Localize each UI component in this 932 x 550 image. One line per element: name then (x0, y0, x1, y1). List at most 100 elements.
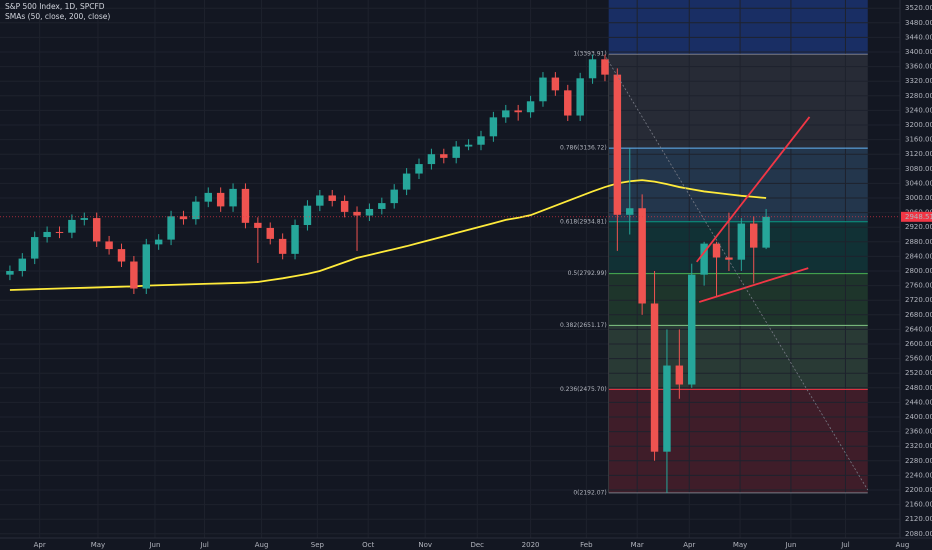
candle-body (43, 231, 51, 238)
candle-body (415, 164, 423, 174)
y-tick-label: 2120.00 (905, 515, 932, 523)
candle-body (650, 303, 659, 452)
fib-label: 0.786(3136.72) (560, 145, 607, 152)
candle-body (216, 192, 225, 207)
y-tick-label: 3080.00 (905, 165, 932, 173)
y-tick-label: 3440.00 (905, 33, 932, 41)
x-tick-label: Dec (470, 541, 484, 549)
candle-body (241, 188, 250, 223)
candle-body (588, 59, 597, 79)
candle-body (502, 110, 510, 118)
trend-line (605, 57, 869, 491)
candle-body (452, 146, 460, 158)
candle-body (18, 258, 27, 272)
candle-body (105, 241, 113, 250)
chart-title: S&P 500 Index, 1D, SPCFD (5, 2, 105, 11)
candle-body (154, 239, 163, 245)
candle-body (638, 208, 646, 304)
candle-body (551, 77, 560, 91)
candle-body (142, 244, 150, 289)
candle-body (30, 237, 39, 259)
y-tick-label: 2600.00 (905, 340, 932, 348)
trend-line (695, 116, 811, 263)
y-tick-label: 3400.00 (905, 48, 932, 56)
candle-body (179, 216, 188, 220)
fib-label: 0.382(2651.17) (560, 322, 607, 329)
x-tick-label: May (91, 541, 105, 549)
axes: 2080.00 2120.00 2160.00 2200.00 2240.00 2280.… (34, 4, 932, 549)
candle-body (564, 90, 572, 116)
candle-body (514, 110, 522, 113)
candle-body (700, 243, 708, 275)
candle-body (663, 365, 671, 452)
y-tick-label: 2640.00 (905, 325, 932, 333)
candle-body (6, 271, 14, 275)
x-tick-label: Aug (896, 541, 910, 549)
y-tick-label: 2080.00 (905, 530, 932, 538)
candle-body (601, 59, 609, 75)
y-tick-label: 3240.00 (905, 106, 932, 114)
y-tick-label: 3360.00 (905, 63, 932, 71)
candle-body (725, 257, 733, 260)
y-tick-label: 2760.00 (905, 282, 932, 290)
x-tick-label: Nov (418, 541, 432, 549)
candle-body (340, 200, 349, 212)
candle-body (688, 274, 696, 385)
candle-body (55, 231, 64, 233)
candle-body (576, 78, 584, 116)
x-tick-label: Mar (631, 541, 644, 549)
candle-body (675, 365, 684, 385)
y-tick-label: 2560.00 (905, 355, 932, 363)
y-tick-label: 3200.00 (905, 121, 932, 129)
candle-body (303, 205, 312, 226)
candle-body (737, 223, 746, 260)
y-tick-label: 3120.00 (905, 150, 932, 158)
candle-body (266, 227, 274, 239)
x-tick-label: Sep (311, 541, 325, 549)
fib-band (608, 389, 868, 493)
candle-body (316, 195, 324, 206)
candle-body (204, 192, 212, 202)
y-tick-label: 2680.00 (905, 311, 932, 319)
candle-body (92, 218, 101, 242)
y-tick-label: 2320.00 (905, 442, 932, 450)
x-tick-label: Jun (784, 541, 796, 549)
candle-body (192, 201, 200, 220)
candle-body (130, 261, 138, 289)
y-tick-label: 3160.00 (905, 136, 932, 144)
price-axis (900, 0, 932, 550)
fib-label: 0.5(2792.99) (568, 270, 607, 277)
x-tick-label: Aug (255, 541, 269, 549)
y-tick-label: 2720.00 (905, 296, 932, 304)
y-tick-label: 2800.00 (905, 267, 932, 275)
candle-body (291, 225, 299, 254)
candle-body (427, 154, 436, 165)
y-tick-label: 2240.00 (905, 471, 932, 479)
candle-body (402, 173, 411, 190)
candle-body (167, 216, 175, 240)
candle-body (80, 218, 89, 220)
indicator-label: SMAs (50, close, 200, close) (5, 12, 110, 21)
candle-body (278, 238, 287, 254)
y-tick-label: 2160.00 (905, 501, 932, 509)
candle-body (762, 216, 770, 248)
y-tick-label: 2400.00 (905, 413, 932, 421)
candle-body (117, 249, 126, 262)
y-tick-label: 2280.00 (905, 457, 932, 465)
fib-band (608, 54, 868, 149)
y-tick-label: 2440.00 (905, 398, 932, 406)
y-tick-label: 3280.00 (905, 92, 932, 100)
candle-body (254, 222, 262, 228)
candle-body (68, 219, 76, 233)
candle-body (526, 101, 535, 113)
y-tick-label: 2200.00 (905, 486, 932, 494)
y-tick-label: 3520.00 (905, 4, 932, 12)
last-price-label: 2948.51 (905, 213, 932, 221)
y-tick-label: 3480.00 (905, 19, 932, 27)
candle-body (353, 211, 361, 216)
candle-body (464, 144, 473, 147)
y-tick-label: 3040.00 (905, 179, 932, 187)
x-tick-label: Jul (199, 541, 209, 549)
y-tick-label: 3320.00 (905, 77, 932, 85)
last-price-box (901, 211, 932, 222)
